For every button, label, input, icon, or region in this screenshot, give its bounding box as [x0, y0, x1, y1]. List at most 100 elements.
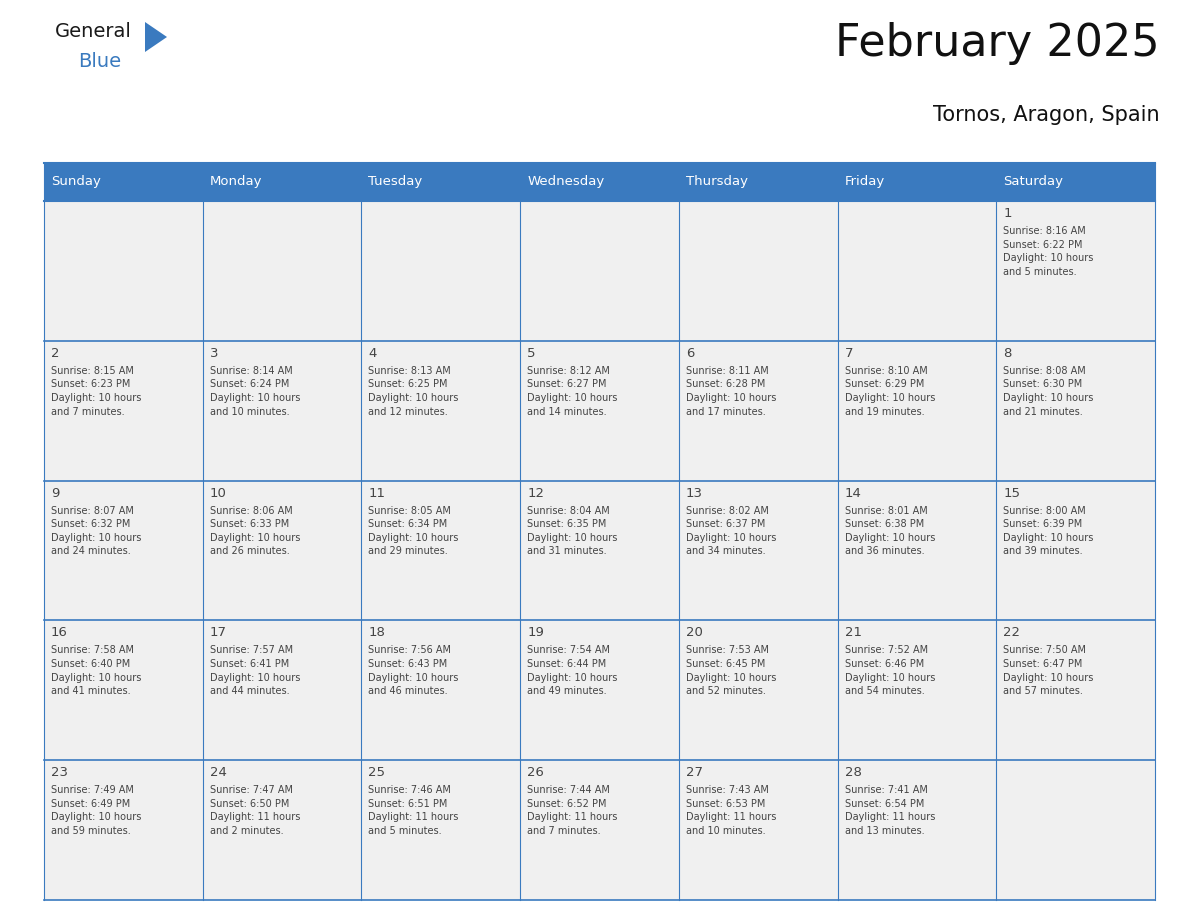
Bar [997, 760, 1155, 900]
Text: 23: 23 [51, 767, 68, 779]
Text: 22: 22 [1004, 626, 1020, 640]
Bar [838, 760, 997, 900]
Bar [997, 481, 1155, 621]
Text: 6: 6 [685, 347, 694, 360]
Text: Sunrise: 8:12 AM
Sunset: 6:27 PM
Daylight: 10 hours
and 14 minutes.: Sunrise: 8:12 AM Sunset: 6:27 PM Dayligh… [527, 365, 618, 417]
Text: Sunrise: 8:14 AM
Sunset: 6:24 PM
Daylight: 10 hours
and 10 minutes.: Sunrise: 8:14 AM Sunset: 6:24 PM Dayligh… [210, 365, 301, 417]
Bar [361, 481, 520, 621]
Text: 13: 13 [685, 487, 703, 499]
Bar [361, 341, 520, 481]
Text: 10: 10 [210, 487, 227, 499]
Text: Sunrise: 7:41 AM
Sunset: 6:54 PM
Daylight: 11 hours
and 13 minutes.: Sunrise: 7:41 AM Sunset: 6:54 PM Dayligh… [845, 785, 935, 836]
Bar [520, 481, 678, 621]
Text: Sunrise: 8:13 AM
Sunset: 6:25 PM
Daylight: 10 hours
and 12 minutes.: Sunrise: 8:13 AM Sunset: 6:25 PM Dayligh… [368, 365, 459, 417]
Text: Sunrise: 7:56 AM
Sunset: 6:43 PM
Daylight: 10 hours
and 46 minutes.: Sunrise: 7:56 AM Sunset: 6:43 PM Dayligh… [368, 645, 459, 696]
Text: General: General [55, 22, 132, 41]
Text: 7: 7 [845, 347, 853, 360]
Text: Sunrise: 8:11 AM
Sunset: 6:28 PM
Daylight: 10 hours
and 17 minutes.: Sunrise: 8:11 AM Sunset: 6:28 PM Dayligh… [685, 365, 776, 417]
Text: 4: 4 [368, 347, 377, 360]
Bar [203, 163, 361, 201]
Bar [44, 760, 203, 900]
Polygon shape [145, 22, 168, 52]
Bar [838, 341, 997, 481]
Bar [678, 201, 838, 341]
Text: Sunrise: 7:58 AM
Sunset: 6:40 PM
Daylight: 10 hours
and 41 minutes.: Sunrise: 7:58 AM Sunset: 6:40 PM Dayligh… [51, 645, 141, 696]
Text: 1: 1 [1004, 207, 1012, 220]
Text: 20: 20 [685, 626, 703, 640]
Text: Sunrise: 8:08 AM
Sunset: 6:30 PM
Daylight: 10 hours
and 21 minutes.: Sunrise: 8:08 AM Sunset: 6:30 PM Dayligh… [1004, 365, 1094, 417]
Text: 21: 21 [845, 626, 861, 640]
Text: 25: 25 [368, 767, 385, 779]
Text: 26: 26 [527, 767, 544, 779]
Bar [361, 163, 520, 201]
Text: Sunrise: 8:06 AM
Sunset: 6:33 PM
Daylight: 10 hours
and 26 minutes.: Sunrise: 8:06 AM Sunset: 6:33 PM Dayligh… [210, 506, 301, 556]
Text: 3: 3 [210, 347, 219, 360]
Text: 27: 27 [685, 767, 703, 779]
Text: Sunrise: 8:10 AM
Sunset: 6:29 PM
Daylight: 10 hours
and 19 minutes.: Sunrise: 8:10 AM Sunset: 6:29 PM Dayligh… [845, 365, 935, 417]
Bar [520, 621, 678, 760]
Text: 16: 16 [51, 626, 68, 640]
Bar [678, 163, 838, 201]
Text: 15: 15 [1004, 487, 1020, 499]
Text: Sunrise: 7:54 AM
Sunset: 6:44 PM
Daylight: 10 hours
and 49 minutes.: Sunrise: 7:54 AM Sunset: 6:44 PM Dayligh… [527, 645, 618, 696]
Text: 5: 5 [527, 347, 536, 360]
Text: Sunrise: 7:43 AM
Sunset: 6:53 PM
Daylight: 11 hours
and 10 minutes.: Sunrise: 7:43 AM Sunset: 6:53 PM Dayligh… [685, 785, 776, 836]
Text: Tuesday: Tuesday [368, 175, 423, 188]
Bar [520, 163, 678, 201]
Bar [203, 481, 361, 621]
Text: Sunrise: 8:05 AM
Sunset: 6:34 PM
Daylight: 10 hours
and 29 minutes.: Sunrise: 8:05 AM Sunset: 6:34 PM Dayligh… [368, 506, 459, 556]
Text: Sunrise: 8:00 AM
Sunset: 6:39 PM
Daylight: 10 hours
and 39 minutes.: Sunrise: 8:00 AM Sunset: 6:39 PM Dayligh… [1004, 506, 1094, 556]
Bar [361, 621, 520, 760]
Text: 2: 2 [51, 347, 59, 360]
Text: Sunrise: 7:57 AM
Sunset: 6:41 PM
Daylight: 10 hours
and 44 minutes.: Sunrise: 7:57 AM Sunset: 6:41 PM Dayligh… [210, 645, 301, 696]
Text: Blue: Blue [78, 52, 121, 71]
Text: 17: 17 [210, 626, 227, 640]
Text: 9: 9 [51, 487, 59, 499]
Text: Sunrise: 7:44 AM
Sunset: 6:52 PM
Daylight: 11 hours
and 7 minutes.: Sunrise: 7:44 AM Sunset: 6:52 PM Dayligh… [527, 785, 618, 836]
Bar [44, 341, 203, 481]
Text: 28: 28 [845, 767, 861, 779]
Text: 14: 14 [845, 487, 861, 499]
Text: 24: 24 [210, 767, 227, 779]
Text: 12: 12 [527, 487, 544, 499]
Text: Tornos, Aragon, Spain: Tornos, Aragon, Spain [934, 105, 1159, 125]
Bar [838, 481, 997, 621]
Bar [997, 163, 1155, 201]
Bar [678, 760, 838, 900]
Bar [678, 341, 838, 481]
Text: 19: 19 [527, 626, 544, 640]
Bar [44, 201, 203, 341]
Text: Sunrise: 8:15 AM
Sunset: 6:23 PM
Daylight: 10 hours
and 7 minutes.: Sunrise: 8:15 AM Sunset: 6:23 PM Dayligh… [51, 365, 141, 417]
Bar [838, 201, 997, 341]
Bar [44, 481, 203, 621]
Bar [520, 760, 678, 900]
Text: Sunrise: 8:01 AM
Sunset: 6:38 PM
Daylight: 10 hours
and 36 minutes.: Sunrise: 8:01 AM Sunset: 6:38 PM Dayligh… [845, 506, 935, 556]
Bar [678, 481, 838, 621]
Bar [44, 163, 203, 201]
Bar [361, 760, 520, 900]
Text: Saturday: Saturday [1004, 175, 1063, 188]
Text: Sunrise: 7:49 AM
Sunset: 6:49 PM
Daylight: 10 hours
and 59 minutes.: Sunrise: 7:49 AM Sunset: 6:49 PM Dayligh… [51, 785, 141, 836]
Text: Sunrise: 7:47 AM
Sunset: 6:50 PM
Daylight: 11 hours
and 2 minutes.: Sunrise: 7:47 AM Sunset: 6:50 PM Dayligh… [210, 785, 301, 836]
Bar [44, 621, 203, 760]
Text: Sunrise: 8:07 AM
Sunset: 6:32 PM
Daylight: 10 hours
and 24 minutes.: Sunrise: 8:07 AM Sunset: 6:32 PM Dayligh… [51, 506, 141, 556]
Text: 8: 8 [1004, 347, 1012, 360]
Bar [838, 621, 997, 760]
Bar [678, 621, 838, 760]
Text: Monday: Monday [210, 175, 263, 188]
Text: Sunrise: 7:46 AM
Sunset: 6:51 PM
Daylight: 11 hours
and 5 minutes.: Sunrise: 7:46 AM Sunset: 6:51 PM Dayligh… [368, 785, 459, 836]
Bar [203, 341, 361, 481]
Text: Sunrise: 8:04 AM
Sunset: 6:35 PM
Daylight: 10 hours
and 31 minutes.: Sunrise: 8:04 AM Sunset: 6:35 PM Dayligh… [527, 506, 618, 556]
Text: February 2025: February 2025 [835, 22, 1159, 65]
Text: Sunrise: 8:16 AM
Sunset: 6:22 PM
Daylight: 10 hours
and 5 minutes.: Sunrise: 8:16 AM Sunset: 6:22 PM Dayligh… [1004, 226, 1094, 277]
Bar [997, 341, 1155, 481]
Text: Wednesday: Wednesday [527, 175, 605, 188]
Text: Sunrise: 7:50 AM
Sunset: 6:47 PM
Daylight: 10 hours
and 57 minutes.: Sunrise: 7:50 AM Sunset: 6:47 PM Dayligh… [1004, 645, 1094, 696]
Text: 18: 18 [368, 626, 385, 640]
Text: Friday: Friday [845, 175, 885, 188]
Text: Sunrise: 8:02 AM
Sunset: 6:37 PM
Daylight: 10 hours
and 34 minutes.: Sunrise: 8:02 AM Sunset: 6:37 PM Dayligh… [685, 506, 776, 556]
Text: Thursday: Thursday [685, 175, 748, 188]
Bar [361, 201, 520, 341]
Text: 11: 11 [368, 487, 385, 499]
Bar [203, 621, 361, 760]
